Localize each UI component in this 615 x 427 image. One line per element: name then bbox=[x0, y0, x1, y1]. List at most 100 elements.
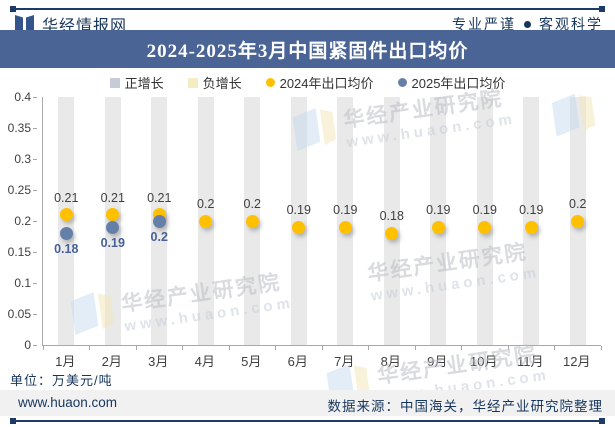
data-point-2025年出口均价 bbox=[59, 226, 73, 240]
legend-swatch-icon bbox=[397, 78, 407, 87]
y-axis-tick bbox=[33, 158, 37, 160]
y-axis-tick bbox=[33, 189, 37, 191]
data-label: 0.2 bbox=[243, 197, 261, 211]
plot-area: 0.21 0.21 0.21 0.2 0.2 0.19 0.19 0.18 0.19 0.19 0.… bbox=[42, 97, 602, 350]
x-axis-tick bbox=[461, 346, 462, 350]
x-axis-tick bbox=[507, 346, 509, 350]
x-axis-tick bbox=[368, 346, 369, 350]
data-point-2024年出口均价 bbox=[106, 208, 120, 222]
x-axis-tick bbox=[554, 346, 555, 350]
y-axis-tick-label: 0.1 bbox=[14, 276, 31, 290]
tagline-right: 客观科学 bbox=[539, 16, 603, 32]
data-label: 0.19 bbox=[286, 203, 311, 218]
bottom-divider bbox=[10, 418, 605, 424]
y-axis-tick-label: 0.05 bbox=[7, 307, 31, 321]
x-axis-label: 9月 bbox=[427, 354, 448, 369]
data-label: 0.19 bbox=[333, 203, 358, 218]
data-label: 0.19 bbox=[472, 203, 497, 218]
x-axis-label: 10月 bbox=[470, 354, 498, 369]
y-axis-tick-label: 0.3 bbox=[14, 152, 31, 166]
y-axis-tick bbox=[33, 344, 37, 346]
x-axis-tick bbox=[228, 346, 230, 350]
x-axis-labels: 1月 2月 3月 4月 5月 6月 7月 8月 9月 10月 11月 12月 bbox=[42, 351, 600, 369]
data-point-2024年出口均价 bbox=[431, 220, 445, 234]
data-point-2024年出口均价 bbox=[292, 220, 306, 234]
data-label: 0.21 bbox=[54, 190, 79, 205]
x-axis-label: 7月 bbox=[334, 354, 355, 369]
legend-label: 正增长 bbox=[124, 76, 164, 91]
data-point-2024年出口均价 bbox=[199, 214, 213, 228]
data-label: 0.18 bbox=[379, 209, 404, 224]
growth-background-bar bbox=[383, 97, 400, 345]
x-axis-label: 1月 bbox=[55, 354, 76, 369]
x-axis-tick bbox=[89, 346, 90, 350]
data-point-2024年出口均价 bbox=[338, 220, 352, 234]
legend-label: 负增长 bbox=[202, 76, 242, 91]
x-axis-tick bbox=[42, 346, 44, 350]
unit-label: 单位：万美元/吨 bbox=[10, 373, 113, 388]
footer-bar: www.huaon.com 数据来源：中国海关，华经产业研究院整理 bbox=[0, 390, 615, 416]
x-axis-label: 2月 bbox=[101, 354, 122, 369]
data-label: 0.2 bbox=[150, 230, 168, 244]
y-axis-tick bbox=[33, 96, 37, 98]
tagline-left: 专业严谨 bbox=[452, 16, 516, 32]
y-axis-tick bbox=[33, 313, 37, 315]
header: 华经情报网 专业严谨 客观科学 bbox=[0, 12, 615, 35]
x-axis-tick bbox=[414, 346, 416, 350]
y-axis-tick-label: 0.15 bbox=[7, 245, 31, 259]
data-label: 0.2 bbox=[197, 197, 215, 211]
data-point-2024年出口均价 bbox=[59, 208, 73, 222]
title-banner: 2024-2025年3月中国紧固件出口均价 bbox=[0, 30, 615, 68]
x-axis-tick bbox=[275, 346, 276, 350]
y-axis-tick bbox=[33, 282, 37, 284]
legend-swatch-icon bbox=[265, 78, 275, 87]
data-label: 0.21 bbox=[147, 190, 172, 205]
y-axis: 0 0.05 0.1 0.15 0.2 0.25 0.3 0.35 0.4 bbox=[0, 91, 37, 351]
legend-label: 2024年出口均价 bbox=[279, 76, 374, 91]
x-axis-label: 6月 bbox=[287, 354, 308, 369]
chart-title: 2024-2025年3月中国紧固件出口均价 bbox=[146, 40, 469, 62]
y-axis-tick-label: 0.2 bbox=[14, 214, 31, 228]
y-axis-tick-label: 0.25 bbox=[7, 183, 31, 197]
y-axis-tick bbox=[33, 251, 37, 253]
legend-swatch-icon bbox=[109, 77, 120, 88]
x-axis-tick bbox=[321, 346, 323, 350]
legend-swatch-icon bbox=[187, 77, 198, 88]
data-label: 0.19 bbox=[426, 203, 451, 218]
bullet-icon bbox=[524, 20, 531, 28]
data-point-2024年出口均价 bbox=[524, 220, 538, 234]
data-point-2025年出口均价 bbox=[106, 220, 120, 234]
footer-data-source: 数据来源：中国海关，华经产业研究院整理 bbox=[327, 399, 603, 414]
brand-logo-icon bbox=[14, 14, 35, 34]
legend-item-1: 负增长 bbox=[187, 73, 242, 92]
data-label: 0.19 bbox=[100, 236, 125, 251]
header-tagline: 专业严谨 客观科学 bbox=[452, 14, 603, 34]
y-axis-tick bbox=[33, 127, 37, 129]
data-point-2024年出口均价 bbox=[571, 214, 585, 228]
chart-legend: 正增长 负增长 2024年出口均价 2025年出口均价 bbox=[0, 73, 615, 92]
legend-item-2: 2024年出口均价 bbox=[265, 73, 374, 92]
data-label: 0.2 bbox=[569, 197, 587, 211]
data-label: 0.21 bbox=[100, 190, 125, 205]
y-axis-tick-label: 0.35 bbox=[7, 121, 31, 135]
x-axis-label: 5月 bbox=[241, 354, 262, 369]
data-label: 0.18 bbox=[54, 242, 79, 257]
legend-label: 2025年出口均价 bbox=[411, 76, 506, 91]
x-axis-label: 8月 bbox=[380, 354, 401, 369]
x-axis-label: 11月 bbox=[517, 354, 544, 369]
data-point-2024年出口均价 bbox=[478, 220, 492, 234]
top-divider bbox=[10, 6, 605, 12]
x-axis-tick bbox=[600, 346, 602, 350]
data-point-2024年出口均价 bbox=[245, 214, 259, 228]
legend-item-0: 正增长 bbox=[109, 73, 164, 92]
x-axis-tick bbox=[182, 346, 183, 350]
x-axis-label: 3月 bbox=[148, 354, 169, 369]
footer-site-url: www.huaon.com bbox=[18, 395, 118, 410]
x-axis-label: 12月 bbox=[563, 354, 591, 369]
x-axis-label: 4月 bbox=[194, 354, 215, 369]
x-axis-tick bbox=[135, 346, 137, 350]
data-point-2025年出口均价 bbox=[152, 214, 166, 228]
y-axis-tick-label: 0.4 bbox=[14, 90, 31, 104]
y-axis-tick-label: 0 bbox=[24, 338, 31, 352]
